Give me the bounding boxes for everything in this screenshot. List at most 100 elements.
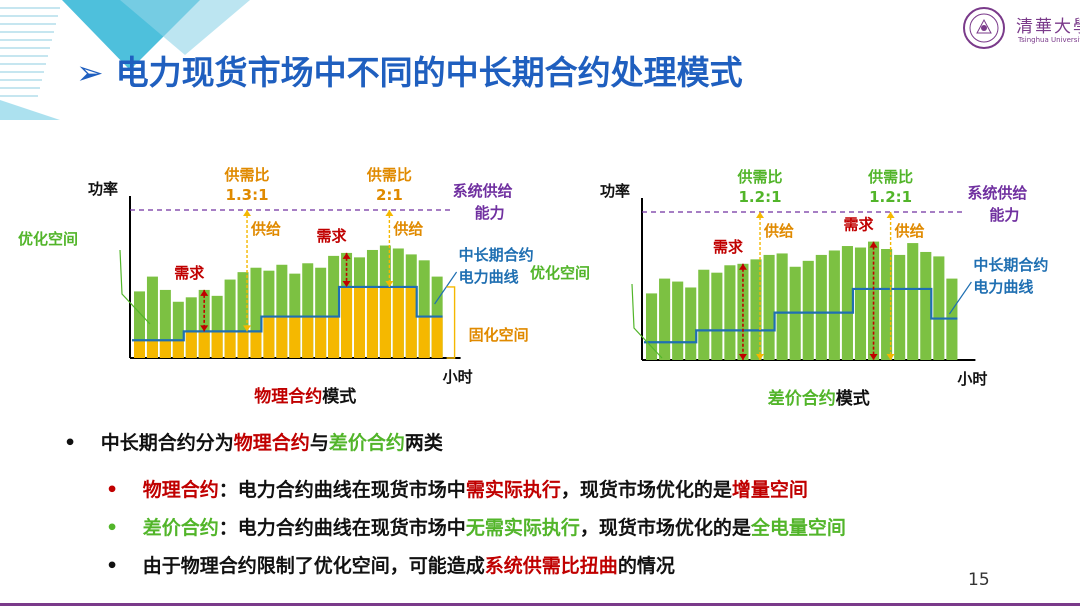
chart1-ratio-title: 供需比 — [224, 166, 270, 184]
chart1-supply-label: 供给 — [250, 220, 281, 238]
chart2-bar — [907, 243, 919, 360]
chart2-ratio-title: 供需比 — [737, 168, 783, 186]
chart1-supply-arrowhead-top — [243, 210, 252, 216]
logo-subtext: Tsinghua University — [1018, 36, 1080, 44]
bullet-3-mid: ，现货市场优化的是 — [579, 517, 751, 539]
chart1-fixed-bar — [328, 316, 340, 358]
chart2-caption-highlight: 差价合约 — [768, 388, 836, 409]
chart1-caption-highlight: 物理合约 — [254, 386, 322, 407]
chart2-demand-arrowhead-bottom — [738, 354, 747, 360]
chart2-bar — [933, 256, 945, 360]
chart1-bar — [328, 255, 340, 358]
chart1-demand-arrowhead-bottom — [200, 325, 209, 332]
chart2-demand-label: 需求 — [713, 238, 744, 256]
chart1-bar — [172, 301, 184, 358]
bullet-1-physical: 物理合约 — [233, 432, 310, 454]
chart1-bar — [276, 264, 288, 358]
chart2-bar — [698, 269, 710, 360]
chart2-capacity-label-1: 系统供给 — [967, 184, 1027, 202]
chart1-fixed-bar — [198, 331, 210, 358]
chart2-supply-arrowhead-top — [756, 212, 765, 218]
chart1-fixed-bar — [146, 340, 158, 358]
chart1-fixed-bar — [379, 286, 391, 358]
chart2-bar — [711, 272, 723, 360]
chart2-contract-pointer — [948, 281, 972, 315]
corner-decoration — [0, 0, 250, 120]
chart1-bar — [159, 289, 171, 358]
chart1-fixed-bar — [341, 286, 353, 358]
chart1-contract-curve — [132, 285, 443, 342]
page-title-text: 电力现货市场中不同的中长期合约处理模式 — [115, 53, 743, 92]
chart1-fixed-bar — [224, 331, 236, 358]
chart1-bar — [418, 260, 430, 358]
chart1-bar — [263, 270, 275, 358]
chart1-bar — [146, 276, 158, 358]
chart2-bar — [750, 259, 762, 360]
chart1-fixed-bar — [134, 340, 145, 358]
chart2-bar — [854, 247, 867, 360]
charts-area: 需求需求供给供需比1.3:1供给供需比2:1功率小时系统供给能力优化空间中长期合… — [18, 166, 1048, 409]
chart2-bar — [815, 254, 827, 360]
chart1-fixed-bar — [237, 331, 249, 358]
chart1-supply-arrowhead-top — [385, 210, 394, 216]
chart2-bar — [894, 254, 906, 360]
chart1-bar — [134, 291, 145, 358]
chart1-fixed-bar — [289, 316, 301, 358]
chart2-ratio-title: 供需比 — [867, 168, 913, 186]
bullet-1-text: 中长期合约分为 — [100, 432, 234, 454]
chart1-bar — [211, 295, 223, 358]
chart1-bar — [185, 297, 197, 358]
chart2-demand-arrowhead-top — [869, 241, 878, 248]
chart1-demand-arrowhead-bottom — [342, 280, 351, 287]
chart2-demand-label: 需求 — [844, 216, 875, 234]
chart1-fixed-bar — [302, 316, 314, 358]
chart1-caption-suffix: 模式 — [322, 386, 356, 407]
chart1-fixed-bar — [392, 286, 404, 358]
chart2-supply-arrowhead-bottom — [756, 354, 765, 360]
chart1-fixed-bar — [366, 286, 378, 358]
bullet-1-mid: 与 — [309, 432, 329, 454]
chart1-fixed-bar — [315, 316, 327, 358]
chart2-y-label: 功率 — [600, 182, 630, 200]
chart1-ratio-value: 1.3:1 — [226, 186, 269, 204]
chart2-bar — [841, 246, 853, 360]
chart1-bar — [302, 263, 314, 358]
chart2-caption: 差价合约模式 — [768, 388, 870, 409]
bullet-4-text: 由于物理合约限制了优化空间，可能造成 — [142, 555, 485, 577]
chart2-supply-label: 供给 — [763, 222, 794, 240]
bullet-2-label: 物理合约 — [142, 479, 219, 501]
chart1-fixed-bar — [159, 340, 171, 358]
chart1-fixed-bar — [431, 316, 443, 358]
chart2-bar — [828, 250, 840, 360]
bullet-2-text: ：电力合约曲线在现货市场中 — [218, 479, 466, 501]
bullet-4-hl: 系统供需比扭曲 — [484, 555, 618, 577]
chart2-optimize-pointer — [631, 283, 663, 359]
bullet-3-hl1: 无需实际执行 — [465, 517, 580, 539]
chart2-ratio-value: 1.2:1 — [739, 188, 782, 206]
chart1-fixed-bar — [185, 331, 197, 358]
bullet-2-hl2: 增量空间 — [731, 479, 808, 501]
chart2-bar — [685, 287, 697, 360]
chart2-capacity-label-2: 能力 — [989, 206, 1019, 224]
page-number: 15 — [968, 570, 990, 590]
chart1-optimize-label: 优化空间 — [18, 230, 78, 248]
chart1-bar — [198, 289, 210, 358]
bullet-3-text: ：电力合约曲线在现货市场中 — [218, 517, 466, 539]
university-seal-logo — [963, 7, 1005, 49]
chart1-bar — [250, 267, 262, 358]
chart1-supply-label: 供给 — [392, 220, 423, 238]
chart1-y-label: 功率 — [88, 180, 118, 198]
bullet-3: • 差价合约：电力合约曲线在现货市场中无需实际执行，现货市场优化的是全电量空间 — [106, 517, 846, 539]
chart1-fixed-bar — [172, 340, 184, 358]
chart2-contract-label-2: 电力曲线 — [973, 278, 1033, 296]
chart1-fixed-bar — [250, 331, 262, 358]
chart2-bar — [763, 254, 775, 360]
chart1-bar — [315, 267, 327, 358]
chart1-optimize-pointer — [119, 249, 151, 325]
chart2-contract-curve — [644, 287, 958, 344]
chart2-supply-label: 供给 — [894, 222, 925, 240]
chart1-fixed-bar — [405, 286, 417, 358]
chart2-demand-arrowhead-top — [738, 263, 747, 270]
bottom-bar — [0, 603, 1080, 606]
chart1-fixed-bar — [276, 316, 288, 358]
